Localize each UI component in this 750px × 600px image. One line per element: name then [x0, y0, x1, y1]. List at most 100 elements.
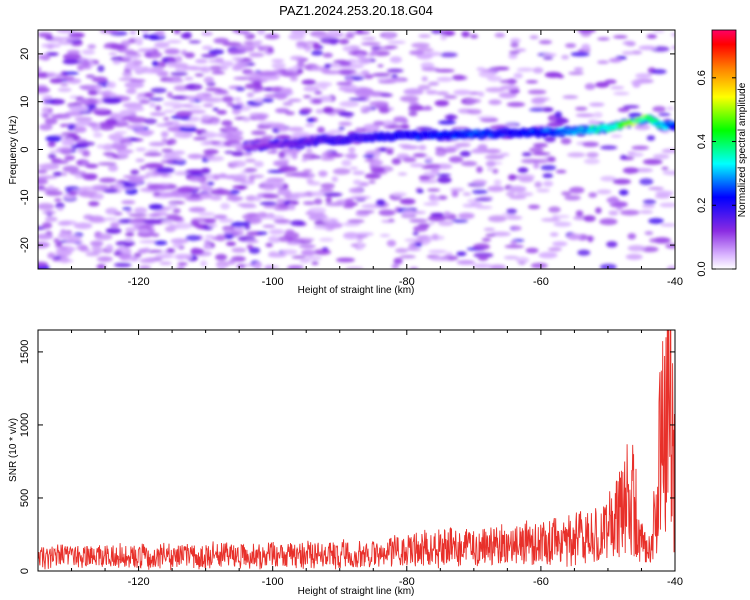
noise-blob: [62, 59, 79, 65]
y-tick-label: 20: [19, 48, 31, 60]
noise-blob: [300, 107, 313, 113]
noise-blob: [336, 81, 352, 86]
noise-blob: [201, 45, 213, 50]
noise-blob: [184, 76, 194, 81]
noise-blob: [51, 159, 69, 164]
noise-blob: [440, 34, 447, 41]
noise-blob: [418, 34, 431, 38]
noise-blob: [86, 173, 98, 180]
noise-blob: [188, 175, 204, 182]
noise-blob: [230, 221, 246, 228]
noise-blob: [299, 258, 311, 264]
noise-blob: [488, 99, 502, 105]
noise-blob: [649, 238, 656, 243]
noise-blob: [597, 60, 609, 64]
noise-blob: [531, 97, 546, 105]
noise-blob: [88, 104, 97, 109]
noise-blob: [307, 181, 321, 186]
noise-blob: [166, 61, 177, 68]
noise-blob: [391, 158, 402, 165]
noise-blob: [475, 205, 493, 209]
y-tick-label: 1000: [19, 413, 31, 437]
noise-blob: [328, 129, 344, 134]
noise-blob: [59, 256, 70, 264]
noise-blob: [543, 180, 554, 187]
noise-blob: [275, 108, 290, 114]
noise-blob: [431, 233, 439, 241]
noise-blob: [372, 159, 384, 166]
colorbar-tick-label: 0.0: [696, 261, 708, 276]
noise-blob: [665, 243, 675, 249]
noise-blob: [76, 244, 87, 251]
noise-blob: [180, 104, 193, 108]
noise-blob: [369, 100, 389, 107]
noise-blob: [323, 192, 343, 197]
noise-blob: [312, 42, 321, 50]
noise-blob: [480, 68, 500, 73]
ridge-segment: [278, 143, 286, 147]
noise-blob: [493, 179, 502, 186]
noise-blob: [430, 30, 443, 34]
noise-blob: [428, 221, 435, 225]
noise-blob: [583, 215, 596, 222]
noise-blob: [430, 212, 445, 217]
noise-blob: [87, 90, 99, 96]
noise-blob: [304, 123, 315, 127]
noise-blob: [135, 158, 145, 163]
noise-blob: [90, 184, 110, 192]
noise-blob: [306, 117, 315, 123]
noise-blob: [285, 229, 295, 236]
noise-blob: [137, 248, 148, 254]
noise-blob: [332, 168, 351, 175]
noise-blob: [549, 232, 559, 237]
x-tick-label: -100: [262, 276, 284, 288]
noise-blob: [303, 95, 312, 99]
noise-blob: [347, 154, 356, 159]
noise-blob: [290, 220, 305, 227]
noise-blob: [48, 153, 57, 160]
noise-blob: [78, 190, 98, 198]
noise-blob: [666, 106, 674, 111]
noise-blob: [661, 166, 669, 171]
noise-blob: [172, 150, 186, 155]
noise-blob: [596, 189, 612, 195]
noise-blob: [224, 125, 235, 132]
noise-blob: [236, 44, 255, 51]
noise-blob: [322, 106, 334, 114]
noise-blob: [259, 201, 278, 206]
noise-blob: [425, 156, 433, 162]
noise-blob: [96, 144, 105, 149]
noise-blob: [112, 60, 121, 65]
noise-blob: [110, 222, 120, 229]
noise-blob: [244, 224, 251, 230]
noise-blob: [506, 102, 526, 107]
noise-blob: [505, 191, 515, 197]
noise-blob: [233, 76, 253, 80]
noise-blob: [659, 202, 675, 208]
noise-blob: [569, 186, 585, 194]
noise-blob: [56, 30, 76, 34]
y-tick-label: 500: [19, 489, 31, 507]
noise-blob: [73, 222, 93, 230]
noise-blob: [581, 43, 591, 51]
noise-blob: [538, 40, 553, 45]
noise-blob: [621, 51, 634, 55]
noise-blob: [435, 146, 445, 151]
noise-blob: [143, 219, 161, 224]
noise-blob: [420, 62, 435, 69]
noise-blob: [248, 247, 261, 254]
noise-blob: [208, 223, 218, 228]
x-tick-label: -60: [533, 276, 549, 288]
noise-blob: [613, 91, 630, 96]
noise-blob: [383, 32, 396, 40]
noise-blob: [105, 118, 118, 125]
noise-blob: [575, 210, 584, 217]
noise-blob: [477, 255, 489, 261]
noise-blob: [473, 243, 490, 250]
noise-blob: [470, 149, 488, 154]
noise-blob: [564, 195, 581, 201]
noise-blob: [57, 206, 64, 211]
noise-blob: [337, 69, 357, 76]
noise-blob: [508, 50, 520, 55]
noise-blob: [608, 57, 623, 63]
